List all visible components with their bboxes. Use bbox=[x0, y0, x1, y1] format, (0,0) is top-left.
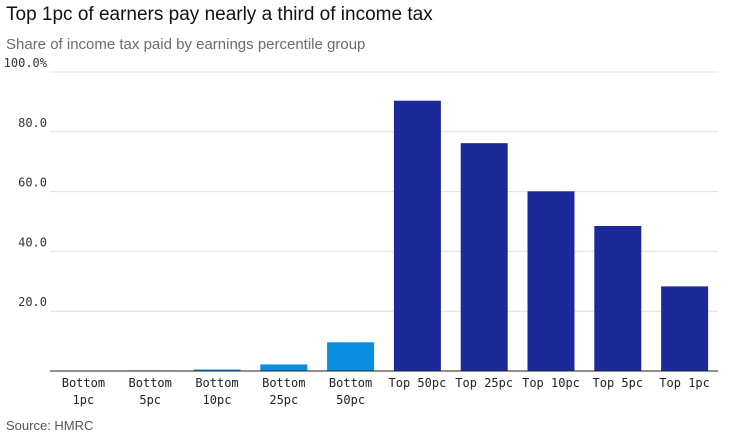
bar bbox=[661, 286, 709, 371]
bar bbox=[327, 342, 375, 371]
bar bbox=[393, 100, 441, 371]
category-label: Bottom bbox=[62, 376, 105, 390]
bars bbox=[59, 100, 709, 371]
chart-subtitle: Share of income tax paid by earnings per… bbox=[6, 36, 366, 53]
bar bbox=[460, 143, 508, 371]
category-label: Bottom bbox=[329, 376, 372, 390]
category-label: 1pc bbox=[73, 393, 95, 407]
category-label: 50pc bbox=[336, 393, 365, 407]
bar bbox=[594, 225, 642, 371]
y-tick-label: 40.0 bbox=[18, 235, 47, 249]
category-label: 25pc bbox=[269, 393, 298, 407]
source-note: Source: HMRC bbox=[6, 418, 94, 433]
category-label: Bottom bbox=[195, 376, 238, 390]
category-label: Top 50pc bbox=[389, 376, 447, 390]
category-labels: 20.0 40.0 60.0 80.0 100.0% Bottom 1pc Bottom 5pc… bbox=[4, 56, 710, 407]
bar bbox=[527, 191, 575, 371]
category-label: 5pc bbox=[139, 393, 161, 407]
category-label: Top 5pc bbox=[593, 376, 644, 390]
category-label: Top 25pc bbox=[455, 376, 513, 390]
y-tick-label: 80.0 bbox=[18, 116, 47, 130]
category-label: Bottom bbox=[129, 376, 172, 390]
category-label: Top 1pc bbox=[659, 376, 710, 390]
bar bbox=[193, 369, 241, 371]
y-tick-label: 20.0 bbox=[18, 295, 47, 309]
category-label: 10pc bbox=[203, 393, 232, 407]
bar bbox=[260, 364, 308, 371]
y-tick-label: 60.0 bbox=[18, 176, 47, 190]
chart-title: Top 1pc of earners pay nearly a third of… bbox=[6, 4, 433, 25]
category-label: Top 10pc bbox=[522, 376, 580, 390]
y-tick-label: 100.0% bbox=[4, 56, 48, 70]
category-label: Bottom bbox=[262, 376, 305, 390]
